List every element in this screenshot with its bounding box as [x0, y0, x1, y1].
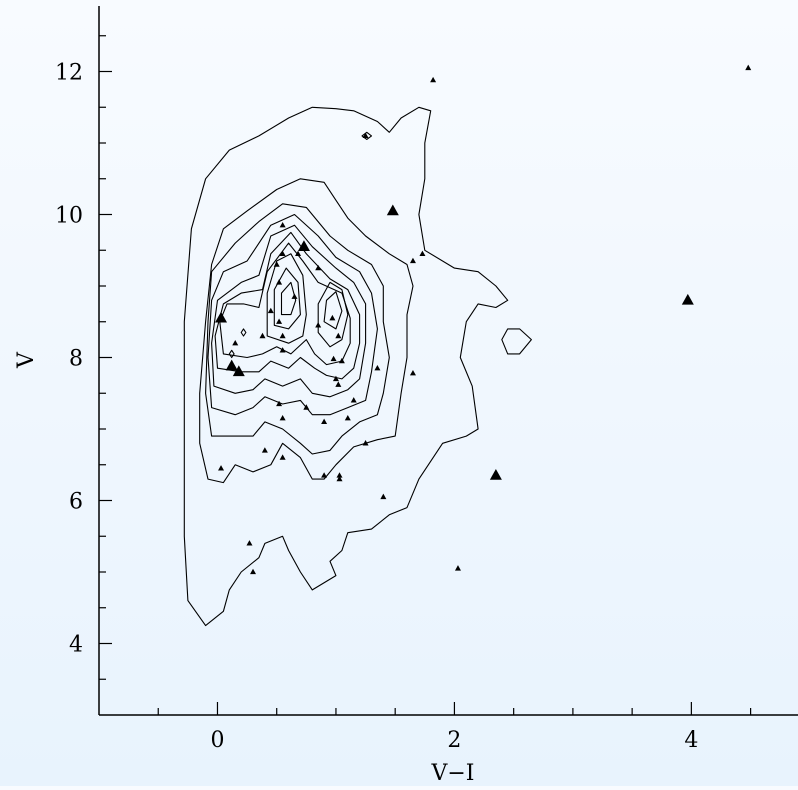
star-point-small — [745, 64, 752, 71]
star-point-small — [279, 250, 286, 256]
star-point-small — [362, 440, 369, 446]
density-contour — [219, 242, 351, 366]
star-point-small — [232, 339, 239, 346]
density-contour — [266, 253, 307, 344]
star-point-small — [279, 221, 286, 228]
star-point-small — [335, 332, 342, 339]
y-tick-label: 10 — [55, 204, 83, 229]
star-point-large — [225, 359, 238, 371]
star-point-small — [259, 332, 266, 339]
star-point-small — [409, 257, 416, 264]
star-point-small — [279, 332, 286, 339]
density-contour — [207, 213, 378, 416]
star-point-small — [315, 264, 322, 271]
y-tick-label: 4 — [69, 633, 83, 658]
density-contour — [211, 224, 367, 398]
density-contour — [323, 291, 343, 330]
y-axis-label: V — [14, 351, 39, 369]
density-contour — [317, 281, 349, 348]
star-point-small — [374, 364, 381, 371]
star-point-small — [350, 397, 357, 403]
star-point-small — [332, 375, 339, 382]
star-point-large — [489, 468, 502, 480]
star-point-small — [246, 540, 253, 546]
star-point-small — [329, 314, 336, 321]
star-point-large — [215, 311, 228, 323]
star-point-small — [321, 418, 328, 425]
star-point-small — [419, 250, 426, 256]
x-tick-label: 2 — [447, 728, 461, 753]
star-point-small — [336, 472, 343, 478]
star-point-small — [409, 369, 416, 376]
star-point-small — [344, 415, 351, 421]
star-point-large — [681, 293, 694, 305]
star-point-small — [279, 347, 286, 353]
density-contour — [214, 231, 361, 380]
density-contour — [501, 328, 532, 355]
x-tick-label: 4 — [684, 728, 698, 753]
x-axis-label: V−I — [430, 761, 474, 786]
star-point-small — [218, 465, 225, 471]
star-point-large — [232, 365, 245, 377]
density-contour — [205, 203, 390, 455]
density-contour — [183, 106, 509, 627]
star-point-small — [338, 357, 345, 364]
star-point-small — [273, 261, 280, 267]
density-contour — [199, 178, 414, 484]
y-tick-label: 6 — [69, 490, 83, 515]
star-point-small — [362, 132, 369, 139]
density-contour — [280, 281, 297, 316]
star-point-small — [279, 415, 286, 421]
star-point-small — [276, 318, 283, 324]
star-point-large — [386, 204, 399, 216]
star-point-small — [279, 454, 286, 460]
star-point-small — [250, 568, 257, 575]
density-contour — [240, 328, 247, 337]
star-point-small — [295, 250, 302, 256]
star-point-small — [267, 307, 274, 314]
star-point-small — [336, 475, 343, 482]
y-tick-label: 8 — [69, 347, 83, 372]
star-point-small — [261, 447, 268, 453]
star-point-small — [454, 565, 461, 571]
star-point-small — [291, 293, 298, 299]
star-point-small — [335, 381, 342, 387]
star-point-small — [330, 355, 337, 362]
star-point-small — [276, 279, 283, 285]
star-point-small — [315, 322, 322, 328]
x-tick-label: 0 — [210, 728, 224, 753]
density-contour — [273, 267, 301, 330]
star-point-small — [276, 400, 283, 407]
star-point-small — [430, 76, 437, 83]
star-point-small — [380, 493, 387, 500]
star-point-large — [297, 240, 310, 251]
y-tick-label: 12 — [55, 61, 83, 86]
star-point-small — [303, 404, 310, 410]
star-point-small — [321, 472, 328, 478]
density-contour — [228, 349, 235, 359]
